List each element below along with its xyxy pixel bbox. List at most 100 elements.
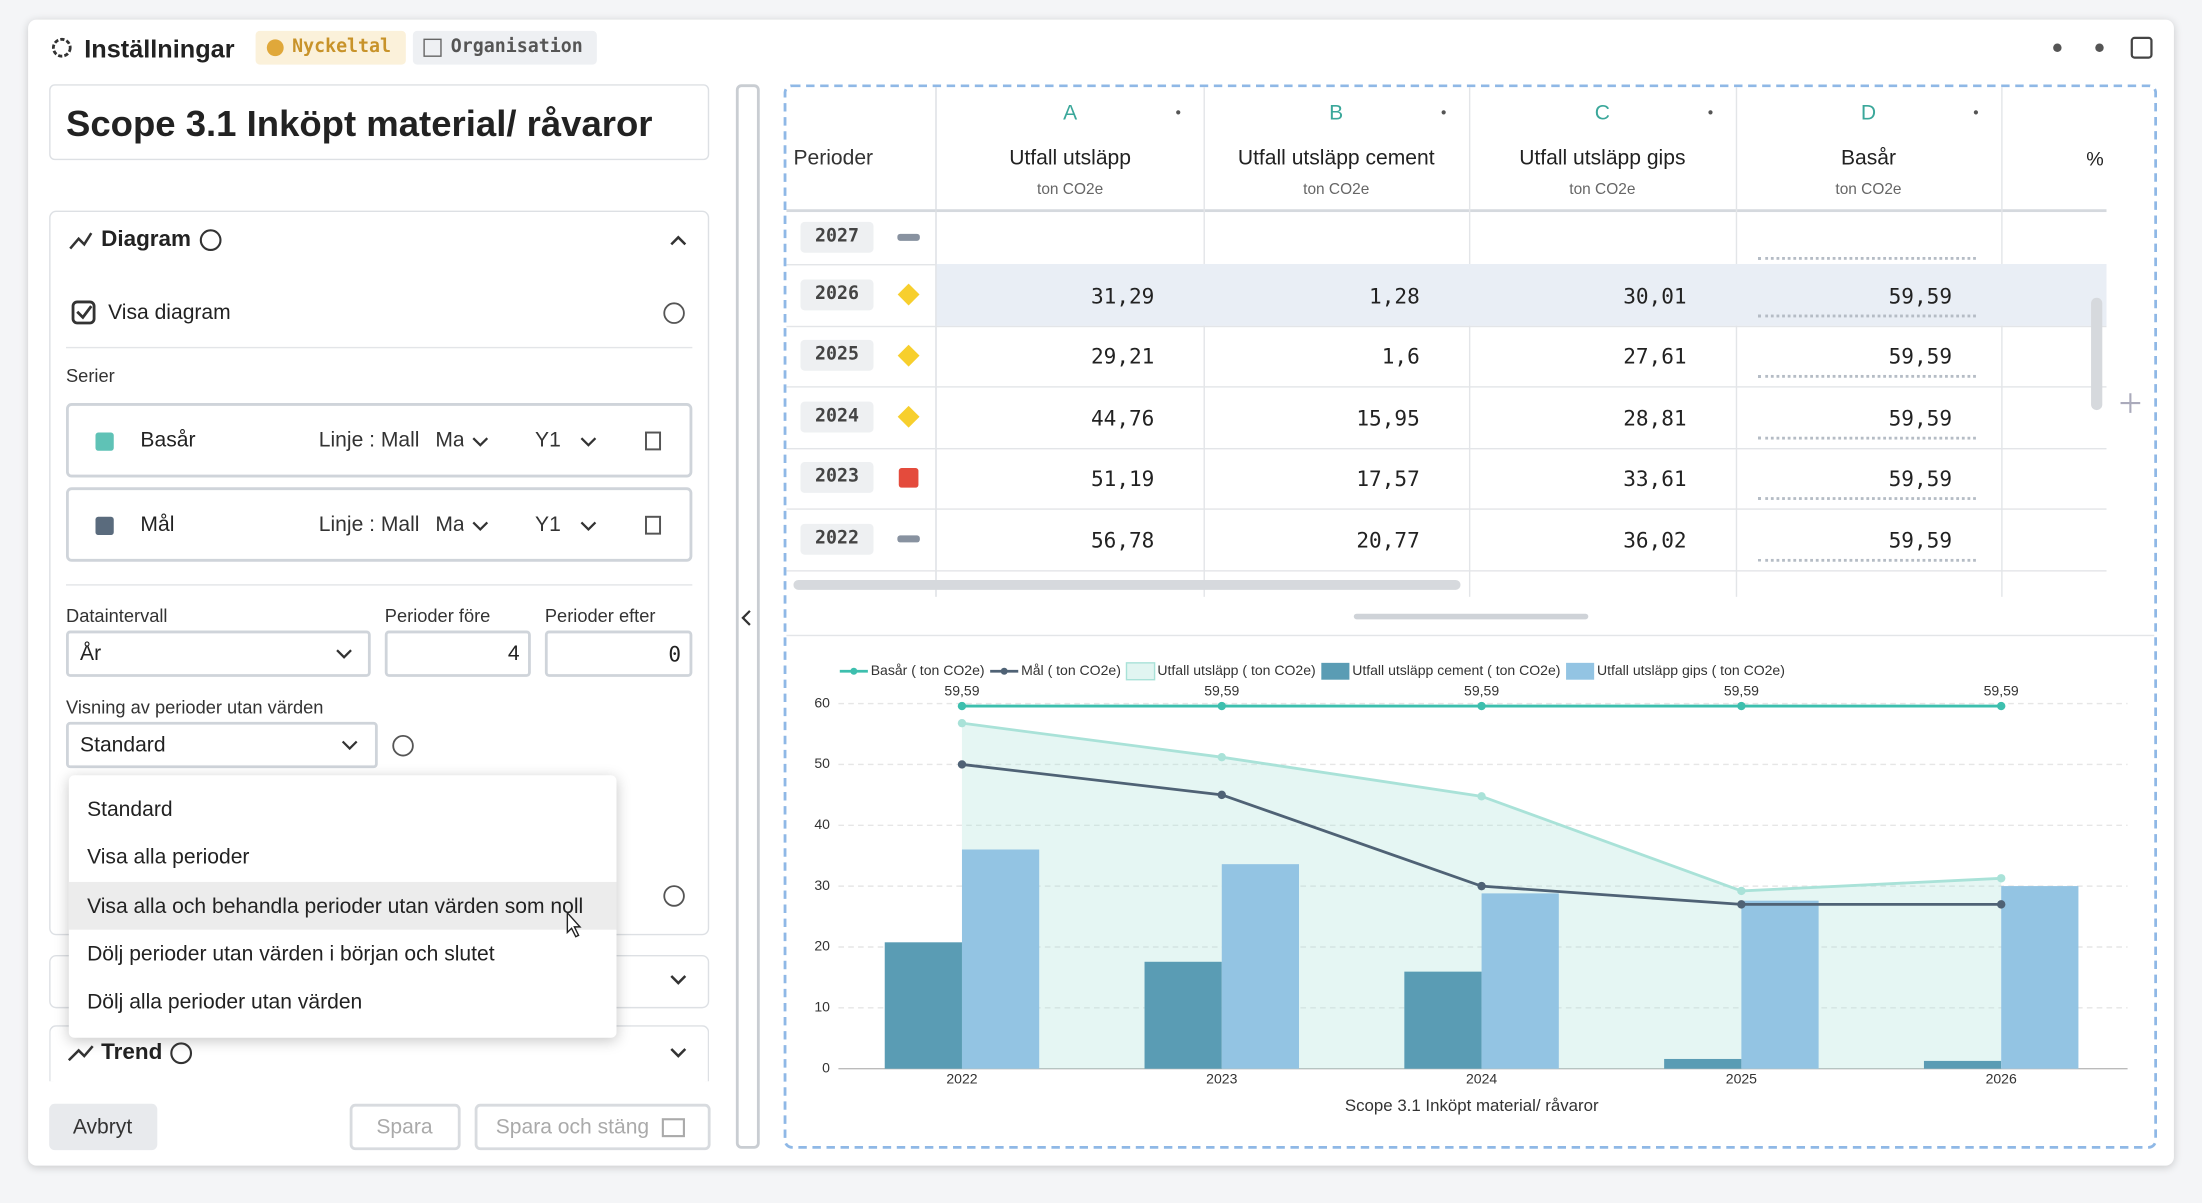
period-label: 2023: [814, 466, 859, 488]
cell-value: 29,21: [1090, 344, 1155, 370]
right-panel: [783, 84, 2158, 1149]
select-value: Standard: [80, 733, 166, 757]
column-name: Utfall utsläpp: [1009, 146, 1131, 170]
divider: [66, 584, 693, 586]
row-line: [786, 447, 2107, 449]
select[interactable]: [66, 630, 371, 677]
cell-value: 59,59: [1888, 283, 1953, 309]
series-type-suffix: Ma: [435, 428, 464, 453]
button-cancel[interactable]: [49, 1103, 158, 1151]
button-save[interactable]: [349, 1103, 461, 1151]
dropdown-option[interactable]: Visa alla perioder: [87, 845, 250, 870]
chart-divider: [786, 634, 2155, 637]
resize-handle[interactable]: [1353, 613, 1589, 620]
section-title: Diagram: [101, 227, 192, 252]
column-unit: ton CO2e: [1303, 181, 1370, 199]
series-row[interactable]: [66, 403, 693, 478]
dotted-underline: [1758, 497, 1976, 501]
column-unit: ton CO2e: [1569, 181, 1636, 199]
button-label: Avbryt: [72, 1115, 133, 1139]
cell-value: 1,6: [1381, 344, 1420, 370]
column-name: Utfall utsläpp gips: [1519, 146, 1686, 170]
cell-value: 1,28: [1369, 283, 1420, 309]
period-col-line: [935, 87, 937, 597]
series-swatch: [95, 432, 114, 451]
field-label: Dataintervall: [66, 605, 168, 627]
v-scrollbar: [2091, 297, 2103, 411]
series-swatch: [95, 516, 114, 536]
column-letter: A: [1063, 101, 1078, 125]
cell-value: 15,95: [1356, 405, 1420, 431]
cell-value: 51,19: [1090, 466, 1155, 492]
cell-value: 59,59: [1888, 344, 1953, 370]
dotted-underline: [1758, 558, 1976, 562]
field-label: Visning av perioder utan värden: [66, 696, 324, 718]
select-value: År: [80, 641, 102, 666]
cell-value: 56,78: [1090, 527, 1155, 553]
column-line: [2001, 87, 2003, 597]
period-badge: [800, 401, 874, 433]
indicator-name: Scope 3.1 Inköpt material/ råvaror: [66, 102, 653, 145]
cell-value: 33,61: [1623, 466, 1687, 492]
button-label: Spara och stäng: [495, 1115, 650, 1139]
table-header: Perioder: [793, 146, 874, 170]
series-name: Mål: [140, 512, 175, 537]
dropdown-option[interactable]: Visa alla och behandla perioder utan vär…: [87, 893, 584, 918]
row-line: [786, 325, 2107, 327]
dropdown-option[interactable]: Dölj perioder utan värden i början och s…: [87, 942, 495, 967]
row-line: [786, 386, 2107, 388]
row-line: [786, 569, 2107, 571]
dotted-underline: [1758, 314, 1976, 318]
cell-value: 28,81: [1623, 405, 1687, 431]
cell-value: 59,59: [1888, 466, 1953, 492]
checkbox-label[interactable]: Visa diagram: [108, 300, 231, 325]
dropdown-option[interactable]: Standard: [87, 797, 173, 822]
period-badge: [800, 221, 874, 253]
row-line: [786, 508, 2107, 510]
select[interactable]: [66, 721, 378, 769]
table-header-line: [786, 209, 2107, 213]
period-badge: [800, 462, 874, 494]
column-line: [1203, 87, 1205, 597]
period-label: 2022: [814, 527, 859, 549]
series-type: Linje : Mall: [318, 512, 420, 537]
option-highlight: [68, 881, 617, 930]
tab-organisation[interactable]: [412, 30, 597, 65]
column-letter: B: [1329, 101, 1344, 125]
button-save-close[interactable]: [474, 1103, 711, 1151]
column-unit: ton CO2e: [1835, 181, 1902, 199]
series-row[interactable]: [66, 487, 693, 562]
column-line: [1735, 87, 1738, 597]
column-name: Utfall utsläpp cement: [1237, 146, 1435, 170]
section-title: Trend: [101, 1040, 163, 1065]
dotted-underline: [1758, 256, 1976, 260]
column-name: %: [2086, 147, 2104, 170]
series-axis: Y1: [535, 512, 561, 537]
cell-value: 59,59: [1888, 527, 1953, 553]
period-badge: [800, 340, 874, 372]
input[interactable]: [384, 630, 531, 677]
dotted-underline: [1758, 436, 1976, 440]
cell-value: 17,57: [1356, 466, 1420, 492]
field-label: Perioder efter: [544, 605, 656, 627]
cell-value: 59,59: [1888, 405, 1953, 431]
period-badge: [800, 523, 874, 555]
tab-label[interactable]: Organisation: [450, 36, 583, 58]
column-letter: D: [1860, 101, 1877, 125]
cell-value: 27,61: [1623, 344, 1687, 370]
series-type-suffix: Ma: [435, 512, 464, 537]
input-value: 4: [507, 641, 520, 666]
input[interactable]: [544, 630, 693, 677]
cell-value: 30,01: [1623, 283, 1687, 309]
name-box: [49, 84, 710, 161]
column-unit: ton CO2e: [1037, 181, 1104, 199]
series-name: Basår: [140, 428, 196, 453]
divider: [66, 346, 693, 349]
series-axis: Y1: [535, 428, 561, 453]
tab-label[interactable]: Nyckeltal: [292, 36, 392, 58]
period-label: 2024: [814, 405, 859, 427]
splitter[interactable]: [735, 84, 760, 1149]
dotted-underline: [1758, 375, 1976, 379]
dropdown-option[interactable]: Dölj alla perioder utan värden: [87, 990, 363, 1015]
